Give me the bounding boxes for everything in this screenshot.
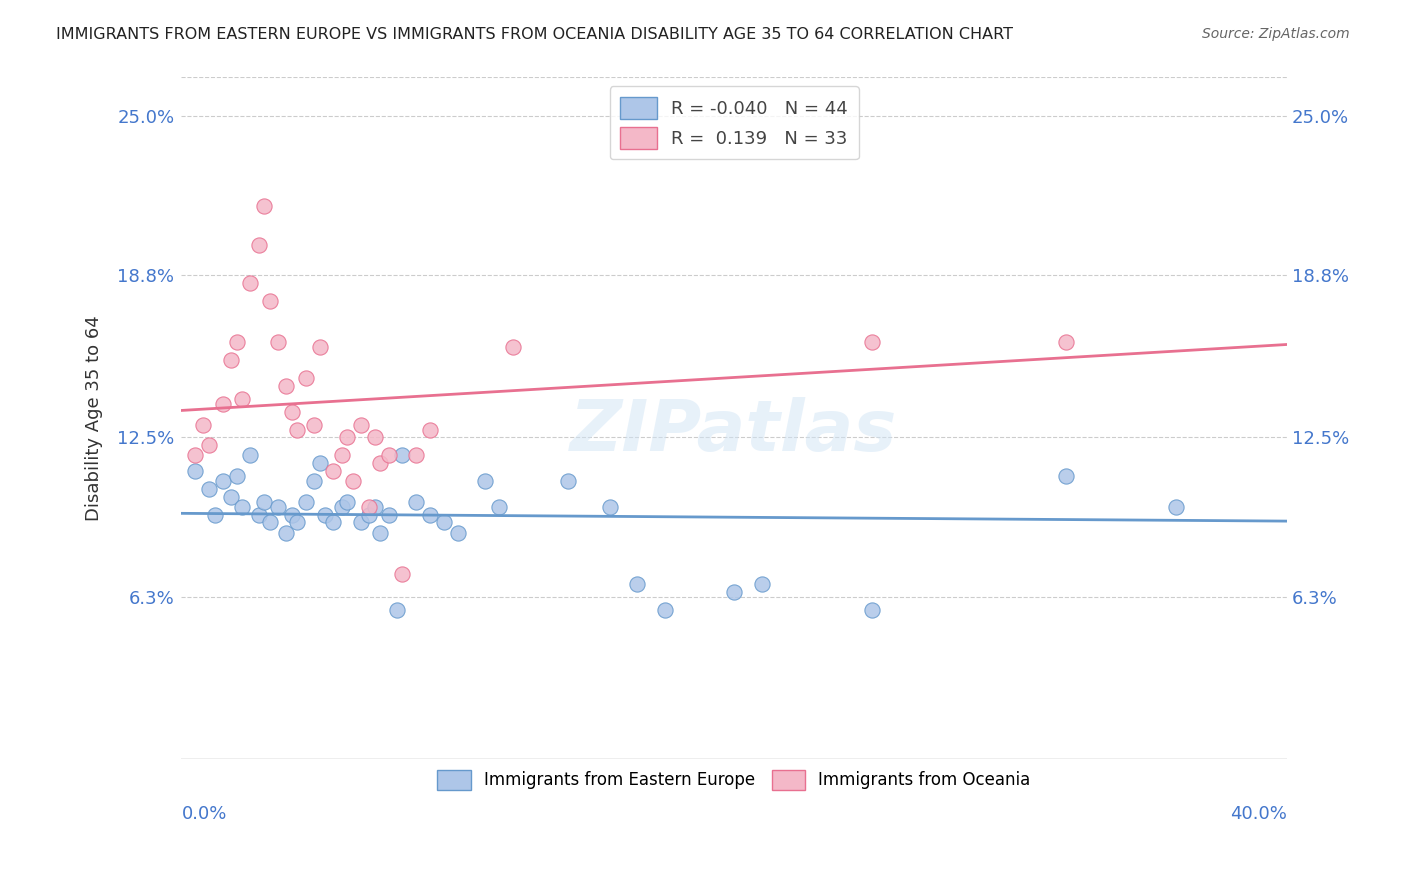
Point <box>419 423 441 437</box>
Point <box>247 237 270 252</box>
Legend: Immigrants from Eastern Europe, Immigrants from Oceania: Immigrants from Eastern Europe, Immigran… <box>429 761 1039 798</box>
Point <box>330 500 353 514</box>
Point <box>184 449 207 463</box>
Point <box>219 490 242 504</box>
Point <box>364 430 387 444</box>
Point <box>184 464 207 478</box>
Point <box>364 500 387 514</box>
Point <box>204 508 226 522</box>
Point <box>377 508 399 522</box>
Point <box>294 371 316 385</box>
Point <box>385 603 408 617</box>
Point <box>211 474 233 488</box>
Point <box>247 508 270 522</box>
Point <box>267 500 290 514</box>
Point <box>322 516 344 530</box>
Point <box>276 525 298 540</box>
Point <box>253 199 276 213</box>
Point <box>377 449 399 463</box>
Point <box>350 417 373 432</box>
Point <box>391 566 413 581</box>
Point <box>370 525 392 540</box>
Y-axis label: Disability Age 35 to 64: Disability Age 35 to 64 <box>86 315 103 521</box>
Text: 0.0%: 0.0% <box>181 805 226 823</box>
Point <box>253 494 276 508</box>
Point <box>281 508 304 522</box>
Point <box>599 500 621 514</box>
Point <box>860 603 883 617</box>
Point <box>231 392 253 406</box>
Point <box>488 500 510 514</box>
Point <box>322 464 344 478</box>
Point <box>336 430 359 444</box>
Point <box>433 516 456 530</box>
Point <box>405 449 427 463</box>
Point <box>287 516 309 530</box>
Point <box>219 353 242 368</box>
Point <box>225 335 247 350</box>
Point <box>860 335 883 350</box>
Point <box>302 417 325 432</box>
Point <box>198 482 221 496</box>
Point <box>314 508 336 522</box>
Point <box>302 474 325 488</box>
Point <box>239 276 262 290</box>
Point <box>447 525 470 540</box>
Point <box>626 577 648 591</box>
Point <box>502 340 524 354</box>
Point <box>370 456 392 470</box>
Point <box>330 449 353 463</box>
Point <box>405 494 427 508</box>
Point <box>391 449 413 463</box>
Point <box>198 438 221 452</box>
Point <box>654 603 676 617</box>
Point <box>259 294 281 309</box>
Text: Source: ZipAtlas.com: Source: ZipAtlas.com <box>1202 27 1350 41</box>
Point <box>474 474 496 488</box>
Point <box>308 340 330 354</box>
Point <box>276 379 298 393</box>
Text: IMMIGRANTS FROM EASTERN EUROPE VS IMMIGRANTS FROM OCEANIA DISABILITY AGE 35 TO 6: IMMIGRANTS FROM EASTERN EUROPE VS IMMIGR… <box>56 27 1014 42</box>
Point <box>259 516 281 530</box>
Point <box>751 577 773 591</box>
Point <box>359 500 381 514</box>
Point <box>1054 335 1077 350</box>
Point <box>723 584 745 599</box>
Point <box>294 494 316 508</box>
Point <box>342 474 364 488</box>
Point <box>419 508 441 522</box>
Point <box>1166 500 1188 514</box>
Point <box>1054 469 1077 483</box>
Point <box>193 417 215 432</box>
Point <box>225 469 247 483</box>
Point <box>239 449 262 463</box>
Point <box>287 423 309 437</box>
Point <box>281 405 304 419</box>
Text: ZIPatlas: ZIPatlas <box>571 397 898 467</box>
Point <box>308 456 330 470</box>
Point <box>211 397 233 411</box>
Point <box>557 474 579 488</box>
Point <box>350 516 373 530</box>
Point <box>267 335 290 350</box>
Point <box>231 500 253 514</box>
Point <box>336 494 359 508</box>
Point <box>359 508 381 522</box>
Text: 40.0%: 40.0% <box>1230 805 1286 823</box>
